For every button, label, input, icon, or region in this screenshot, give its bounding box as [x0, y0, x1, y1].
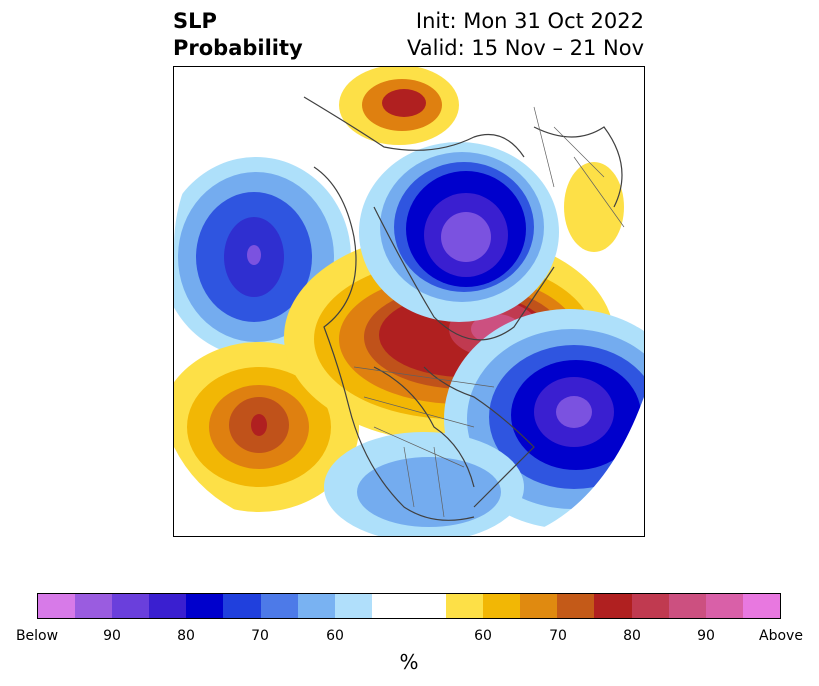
tick-label: 90 [103, 628, 121, 644]
colorbar-segment [297, 594, 335, 618]
title-line-1: SLP [173, 9, 217, 33]
colorbar-segment [631, 594, 669, 618]
colorbar-unit-label: % [399, 650, 419, 674]
colorbar-segment [483, 594, 521, 618]
coastlines [303, 96, 623, 521]
map-title: SLP Probability [173, 8, 303, 62]
outside-projection-se [524, 397, 644, 536]
colorbar-segment [371, 594, 447, 618]
us-low-anomaly [324, 432, 524, 536]
outside-projection-nw [174, 67, 324, 247]
outside-projection-ne [504, 67, 644, 257]
arctic-low-anomaly [359, 142, 559, 322]
colorbar-segment [705, 594, 743, 618]
colorbar [37, 593, 781, 619]
scandinavia-high-anomaly [339, 67, 459, 145]
borders [353, 106, 625, 518]
tick-label: 80 [177, 628, 195, 644]
tick-label: 60 [326, 628, 344, 644]
tick-label: Above [759, 628, 803, 644]
colorbar-segment [223, 594, 261, 618]
colorbar-segment [742, 594, 780, 618]
colorbar-segment [334, 594, 372, 618]
colorbar-segment [260, 594, 298, 618]
pacific-high-anomaly [174, 342, 359, 512]
colorbar-segment [75, 594, 113, 618]
colorbar-segment [446, 594, 484, 618]
colorbar-segment [594, 594, 632, 618]
colorbar-segment [557, 594, 595, 618]
colorbar-segment [149, 594, 187, 618]
colorbar-segment [112, 594, 150, 618]
init-date: Init: Mon 31 Oct 2022 [415, 9, 644, 33]
outside-projection-sw [174, 447, 334, 536]
tick-label: Below [15, 628, 59, 644]
tick-label: 70 [251, 628, 269, 644]
colorbar-segment [186, 594, 224, 618]
probability-map [173, 66, 645, 537]
tick-label: 80 [623, 628, 641, 644]
date-info: Init: Mon 31 Oct 2022 Valid: 15 Nov – 21… [407, 8, 644, 62]
valid-range: Valid: 15 Nov – 21 Nov [407, 36, 644, 60]
tick-label: 60 [474, 628, 492, 644]
colorbar-segment [668, 594, 706, 618]
colorbar-segment [520, 594, 558, 618]
title-line-2: Probability [173, 36, 303, 60]
colorbar-segment [38, 594, 76, 618]
tick-label: 70 [549, 628, 567, 644]
tick-label: 90 [697, 628, 715, 644]
